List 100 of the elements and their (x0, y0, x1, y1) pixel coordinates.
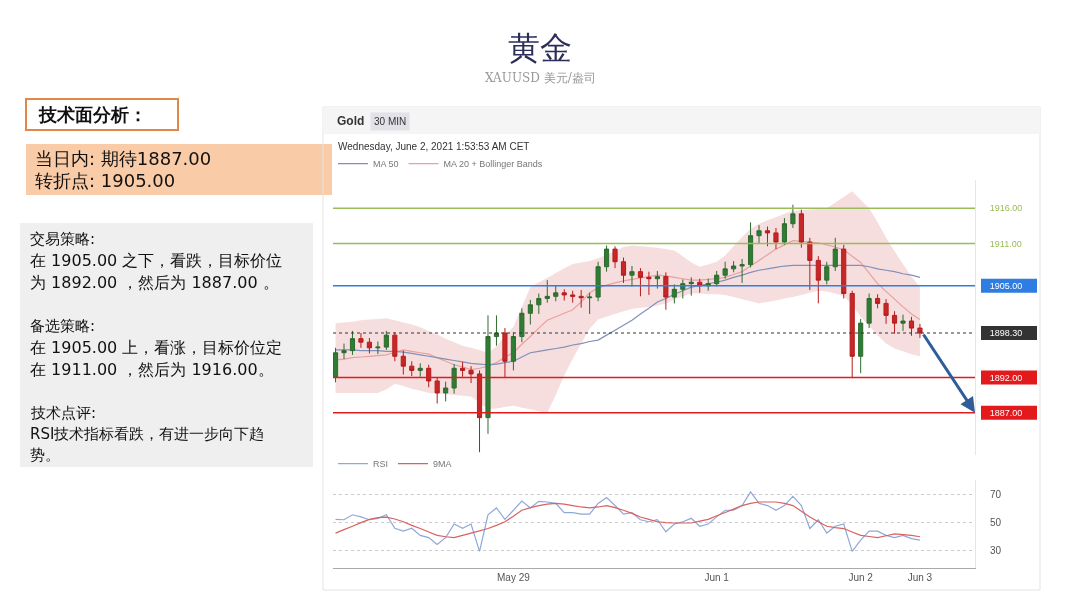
candlestick (409, 360, 415, 377)
candlestick (451, 363, 457, 395)
candlestick (595, 261, 601, 302)
x-tick-label: Jun 3 (907, 572, 933, 583)
legend-label: MA 50 (373, 159, 399, 170)
candlestick (578, 289, 584, 309)
candlestick (654, 270, 660, 290)
candlestick (739, 258, 745, 284)
y-tick-label: 1911.00 (989, 238, 1022, 249)
line-series (334, 491, 921, 552)
candlestick (841, 244, 847, 299)
candlestick (333, 347, 339, 383)
candlestick (603, 245, 610, 273)
chart-subtitle: XAUUSD 美元/盎司 (485, 71, 596, 85)
candlestick (341, 343, 347, 360)
legend-label: MA 20 + Bollinger Bands (443, 159, 543, 170)
candlestick (612, 245, 618, 269)
candlestick (544, 279, 550, 304)
candlestick (824, 261, 830, 285)
y-tick-label: 30 (990, 545, 1002, 557)
candlestick (434, 376, 440, 405)
x-tick-label: May 29 (497, 572, 531, 583)
y-tick-label: 1898.30 (989, 328, 1023, 339)
candlestick (908, 316, 915, 337)
candlestick (485, 314, 491, 435)
candlestick (519, 307, 525, 343)
text: Wednesday, June 2, 2021 1:53:53 AM CET (338, 141, 530, 152)
y-tick-label: 70 (990, 488, 1002, 500)
candlestick (731, 260, 737, 273)
text: 势。 (30, 446, 60, 464)
candlestick (875, 293, 881, 309)
candlestick (663, 271, 669, 311)
candlestick (527, 299, 533, 326)
candlestick (383, 330, 389, 351)
candlestick (460, 361, 466, 378)
candlestick (714, 270, 720, 287)
candlestick (620, 257, 627, 284)
candlestick (510, 331, 516, 371)
candlestick (883, 298, 889, 325)
candlestick (688, 276, 694, 297)
candlestick (561, 288, 567, 302)
candlestick (536, 293, 542, 315)
candlestick (781, 217, 788, 246)
candlestick (832, 237, 838, 272)
text: 技术面分析： (38, 104, 147, 125)
y-tick-label: 1892.00 (989, 372, 1023, 383)
candlestick (400, 350, 406, 376)
text: RSI技术指标看跌，有进一步向下趋 (30, 425, 265, 443)
line-series (334, 501, 921, 539)
candlestick (917, 323, 923, 339)
legend-label: RSI (373, 459, 389, 470)
candlestick (502, 327, 508, 378)
candlestick (358, 332, 364, 349)
line-series (334, 264, 921, 366)
candlestick (426, 364, 432, 388)
candlestick (790, 204, 796, 229)
candlestick (900, 314, 906, 332)
candlestick (392, 331, 398, 362)
candlestick (349, 330, 356, 356)
text: 30 MIN (374, 116, 407, 127)
chart-title: 黄金 (508, 29, 572, 67)
text: 交易策略: (30, 230, 96, 248)
candlestick (722, 261, 728, 280)
text: 备选策略: (30, 317, 96, 335)
x-tick-label: Jun 1 (704, 572, 730, 583)
candlestick (756, 224, 762, 244)
candlestick (493, 314, 500, 347)
text: 为 1892.00 ，然后为 1887.00 。 (30, 273, 279, 292)
candlestick (570, 290, 576, 304)
candlestick (773, 227, 779, 250)
y-tick-label: 1916.00 (989, 203, 1023, 214)
candlestick (815, 255, 821, 304)
candlestick (366, 337, 372, 354)
candlestick (866, 293, 872, 329)
x-tick-label: Jun 2 (848, 572, 874, 583)
candlestick (375, 340, 381, 355)
candlestick (891, 310, 898, 335)
text: 当日内: 期待1887.00 (35, 148, 212, 169)
candlestick (476, 369, 483, 453)
candlestick (629, 265, 635, 287)
y-tick-label: 50 (990, 517, 1002, 529)
candlestick (468, 365, 474, 384)
text: 技术点评: (30, 404, 97, 422)
text: Gold (337, 114, 365, 128)
candlestick (849, 290, 855, 379)
candlestick (858, 318, 864, 374)
text: 转折点: 1905.00 (35, 170, 176, 191)
candlestick (637, 267, 644, 297)
y-tick-label: 1905.00 (989, 280, 1023, 291)
candlestick (587, 292, 593, 315)
candlestick (798, 209, 804, 249)
candlestick (443, 381, 449, 402)
candlestick (646, 271, 652, 296)
candlestick (764, 226, 771, 247)
candlestick (671, 283, 677, 304)
candlestick (807, 237, 813, 291)
legend-label: 9MA (433, 459, 452, 470)
text: 在 1905.00 上，看涨，目标价位定 (30, 338, 283, 357)
y-tick-label: 1887.00 (989, 407, 1023, 418)
candlestick (747, 221, 754, 268)
